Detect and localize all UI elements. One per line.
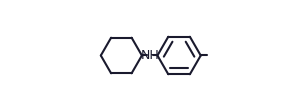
Text: NH: NH <box>140 49 159 62</box>
